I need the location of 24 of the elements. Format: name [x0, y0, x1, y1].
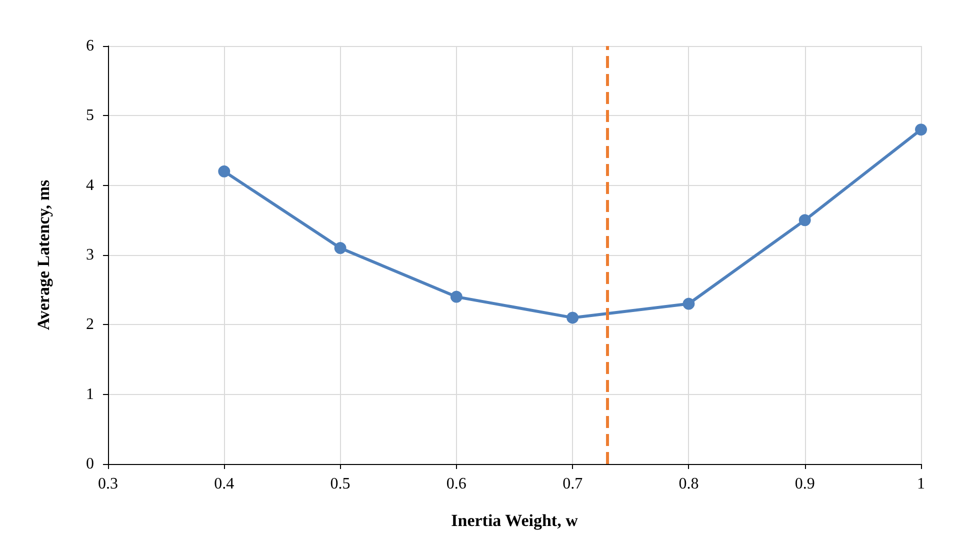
point — [798, 214, 811, 226]
x-tick-label: 0.5 — [330, 476, 350, 492]
point — [682, 298, 695, 310]
point — [566, 312, 579, 324]
x-tick-label: 0.7 — [562, 476, 583, 492]
point — [334, 242, 346, 254]
x-axis-title: Inertia Weight, w — [451, 511, 579, 530]
point — [218, 165, 230, 178]
x-tick-label: 0.6 — [446, 476, 466, 492]
x-tick-label: 0.4 — [214, 476, 234, 492]
y-axis-title: Average Latency, ms — [34, 179, 53, 330]
point — [915, 124, 927, 136]
y-tick-label: 1 — [86, 386, 94, 403]
y-tick-label: 5 — [86, 107, 94, 124]
point — [450, 290, 462, 303]
x-tick-label: 0.3 — [98, 476, 118, 492]
x-tick-label: 0.8 — [678, 476, 699, 492]
x-tick-label: 1 — [917, 476, 925, 492]
y-tick-label: 6 — [86, 38, 94, 54]
y-tick-label: 4 — [86, 176, 94, 194]
y-tick-label: 3 — [86, 246, 94, 264]
y-tick-label: 2 — [86, 316, 94, 334]
y-tick-label: 0 — [86, 456, 94, 472]
x-tick-label: 0.9 — [794, 476, 815, 492]
